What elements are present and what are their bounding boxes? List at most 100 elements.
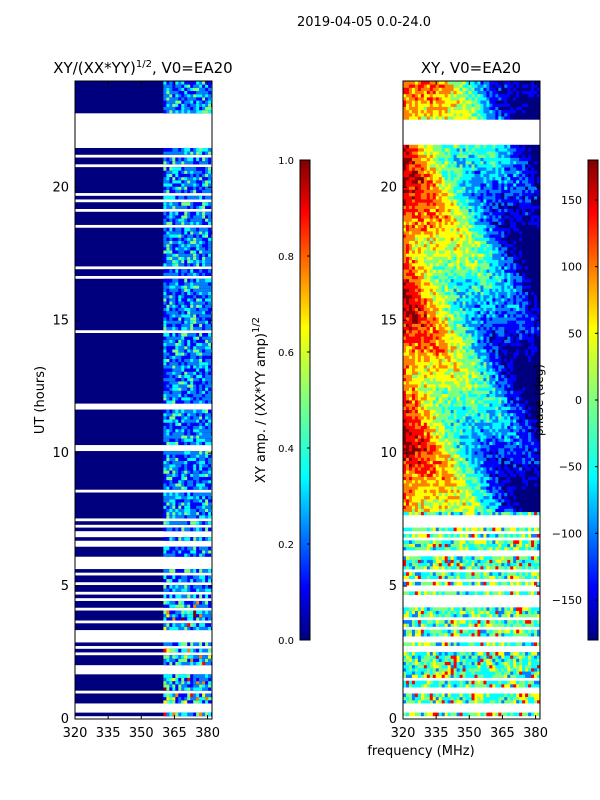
heatmap-cell bbox=[486, 559, 490, 564]
heatmap-cell bbox=[166, 623, 170, 627]
heatmap-cell bbox=[459, 652, 463, 656]
heatmap-cell bbox=[447, 642, 452, 647]
heatmap-cell bbox=[199, 648, 203, 653]
heatmap-cell bbox=[498, 495, 502, 500]
heatmap-cell bbox=[172, 237, 176, 241]
heatmap-cell bbox=[175, 269, 179, 273]
heatmap-cell bbox=[537, 661, 540, 666]
heatmap-cell bbox=[169, 243, 173, 248]
heatmap-cell bbox=[438, 476, 443, 481]
y-tick-label: 15 bbox=[52, 313, 69, 328]
heatmap-cell bbox=[175, 186, 179, 190]
heatmap-cell bbox=[489, 540, 493, 544]
heatmap-cell bbox=[205, 642, 209, 647]
amplitude-colorbar-label: XY amp. / (XX*YY amp)1/2 bbox=[251, 317, 269, 483]
heatmap-cell bbox=[444, 652, 449, 656]
heatmap-cell bbox=[175, 205, 179, 209]
heatmap-cell bbox=[516, 655, 520, 659]
heatmap-cell bbox=[187, 288, 191, 292]
heatmap-cell bbox=[441, 505, 446, 509]
heatmap-cell bbox=[414, 652, 419, 656]
heatmap-cell bbox=[432, 559, 437, 564]
phase-title-suffix: , V0=EA20 bbox=[440, 59, 521, 77]
heatmap-cell bbox=[205, 415, 209, 420]
heatmap-cell bbox=[504, 479, 508, 484]
heatmap-cell bbox=[193, 253, 197, 257]
heatmap-cell bbox=[190, 348, 194, 353]
heatmap-cell bbox=[193, 320, 197, 324]
heatmap-cell bbox=[166, 514, 170, 519]
heatmap-cell bbox=[429, 508, 434, 513]
heatmap-cell bbox=[178, 278, 182, 283]
heatmap-cell bbox=[184, 240, 188, 245]
heatmap-cell bbox=[489, 505, 493, 509]
heatmap-cell bbox=[172, 674, 176, 678]
heatmap-cell bbox=[184, 616, 188, 621]
heatmap-cell bbox=[166, 466, 170, 471]
heatmap-cell bbox=[193, 352, 197, 356]
heatmap-cell bbox=[528, 498, 532, 503]
heatmap-cell bbox=[486, 613, 490, 618]
heatmap-cell bbox=[169, 441, 173, 446]
heatmap-cell bbox=[166, 151, 170, 155]
heatmap-cell bbox=[403, 473, 407, 477]
heatmap-cell bbox=[528, 492, 532, 497]
heatmap-cell bbox=[447, 505, 452, 509]
heatmap-cell bbox=[178, 661, 182, 666]
heatmap-cell bbox=[199, 297, 203, 302]
heatmap-cell bbox=[432, 476, 437, 481]
heatmap-cell bbox=[199, 390, 203, 395]
heatmap-cell bbox=[537, 527, 540, 532]
heatmap-cell bbox=[163, 470, 167, 474]
heatmap-cell bbox=[172, 151, 176, 155]
heatmap-cell bbox=[441, 613, 446, 618]
heatmap-cell bbox=[441, 661, 446, 666]
heatmap-cell bbox=[504, 559, 508, 564]
heatmap-cell bbox=[471, 502, 475, 506]
heatmap-cell bbox=[172, 301, 176, 305]
heatmap-cell bbox=[163, 109, 167, 114]
x-tick-label: 320 bbox=[63, 726, 88, 741]
heatmap-cell bbox=[495, 502, 499, 506]
heatmap-cell bbox=[435, 466, 440, 471]
heatmap-cell bbox=[187, 195, 191, 200]
heatmap-row bbox=[75, 527, 212, 532]
heatmap-cell bbox=[184, 431, 188, 436]
heatmap-cell bbox=[501, 667, 505, 672]
heatmap-cell bbox=[163, 476, 167, 481]
heatmap-cell bbox=[196, 84, 200, 88]
heatmap-cell bbox=[414, 482, 419, 487]
heatmap-cell bbox=[528, 476, 532, 481]
heatmap-cell bbox=[202, 173, 206, 178]
heatmap-cell bbox=[459, 620, 463, 624]
heatmap-cell bbox=[408, 466, 413, 471]
heatmap-cell bbox=[447, 565, 452, 570]
heatmap-cell bbox=[163, 183, 167, 187]
heatmap-cell bbox=[531, 533, 535, 538]
heatmap-cell bbox=[465, 492, 469, 497]
heatmap-cell bbox=[540, 642, 543, 646]
heatmap-row bbox=[75, 699, 212, 704]
heatmap-cell bbox=[193, 435, 197, 439]
heatmap-cell bbox=[501, 556, 505, 560]
heatmap-cell bbox=[178, 93, 182, 98]
heatmap-cell bbox=[193, 307, 197, 312]
heatmap-cell bbox=[175, 285, 179, 289]
heatmap-cell bbox=[486, 667, 490, 672]
heatmap-cell bbox=[196, 623, 200, 627]
heatmap-cell bbox=[501, 696, 505, 701]
heatmap-cell bbox=[172, 355, 176, 359]
heatmap-cell bbox=[480, 671, 484, 675]
heatmap-cell bbox=[423, 565, 428, 570]
heatmap-cell bbox=[184, 374, 188, 379]
heatmap-cell bbox=[501, 712, 505, 717]
heatmap-cell bbox=[435, 559, 440, 564]
heatmap-cell bbox=[462, 559, 466, 564]
heatmap-cell bbox=[205, 623, 209, 627]
heatmap-cell bbox=[492, 565, 496, 570]
heatmap-cell bbox=[202, 549, 206, 554]
heatmap-cell bbox=[471, 476, 475, 481]
heatmap-cell bbox=[166, 368, 170, 372]
heatmap-cell bbox=[519, 508, 523, 513]
heatmap-cell bbox=[450, 482, 455, 487]
